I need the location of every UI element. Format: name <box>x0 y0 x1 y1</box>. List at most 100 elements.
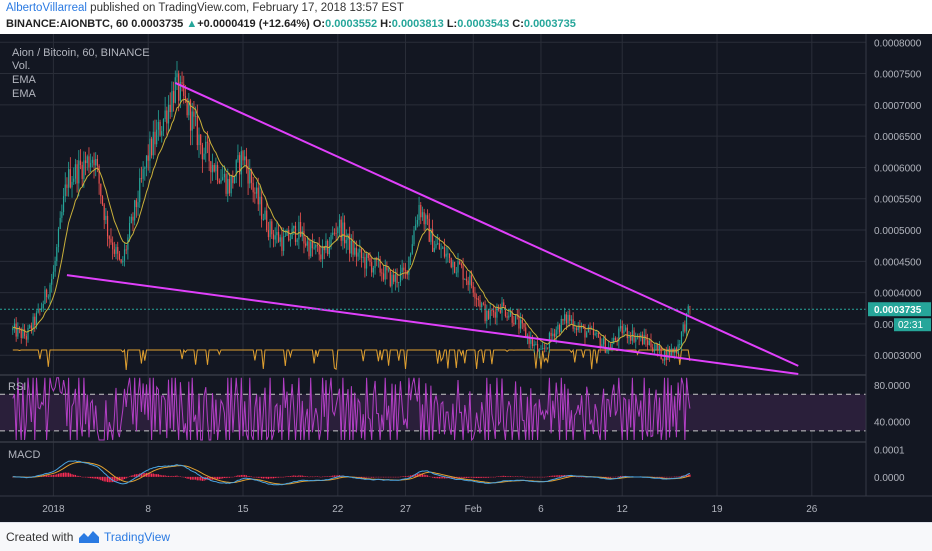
candle-body <box>460 264 462 266</box>
macd-histogram-bar <box>689 474 691 477</box>
tradingview-link[interactable]: TradingView <box>104 530 171 544</box>
macd-histogram-bar <box>171 475 173 477</box>
candle-body <box>603 338 605 345</box>
candle-body <box>305 243 307 246</box>
candle-body <box>267 230 269 238</box>
macd-histogram-bar <box>266 476 268 479</box>
macd-histogram-bar <box>430 476 432 478</box>
candle-body <box>413 230 415 245</box>
candle-body <box>580 325 583 329</box>
macd-histogram-bar <box>195 476 197 480</box>
macd-histogram-bar <box>367 476 369 478</box>
macd-histogram-bar <box>538 476 540 478</box>
candle-body <box>443 247 446 257</box>
macd-histogram-bar <box>115 476 117 482</box>
wedge-trendlines[interactable] <box>66 82 799 375</box>
macd-histogram-bar <box>558 475 561 477</box>
macd-histogram-bar <box>100 476 102 481</box>
candle-body <box>71 181 73 188</box>
macd-histogram-bar <box>680 475 683 477</box>
macd-histogram-bar <box>98 476 100 480</box>
candle-body <box>657 344 659 351</box>
low-label: L: <box>446 18 458 30</box>
macd-histogram-bar <box>220 476 222 479</box>
macd-histogram-bar <box>486 476 488 478</box>
candle-body <box>137 202 139 208</box>
rsi-pane[interactable]: RSI <box>0 377 866 442</box>
candle-body <box>24 329 26 337</box>
candle-body <box>147 155 149 161</box>
author-link[interactable]: AlbertoVillarreal <box>6 2 87 14</box>
candle-body <box>162 119 165 132</box>
tradingview-logo-icon[interactable] <box>78 528 100 544</box>
macd-histogram-bar <box>208 476 210 480</box>
candle-body <box>481 303 483 307</box>
macd-histogram-bar <box>213 476 215 480</box>
macd-histogram-bar <box>438 476 440 479</box>
countdown-tag <box>894 318 931 332</box>
candle-body <box>110 238 112 243</box>
chart-area[interactable]: RSI MACD 0.00080000.00075000.00070000.00… <box>0 34 932 522</box>
macd-histogram-bar <box>437 476 439 479</box>
price-tick-label: 0.0006500 <box>874 132 922 143</box>
candle-body <box>680 331 683 345</box>
legend-ema-2: EMA <box>12 88 37 100</box>
macd-histogram-bar <box>101 476 104 481</box>
macd-histogram-bar <box>189 476 192 480</box>
candle-body <box>557 325 559 330</box>
candle-body <box>597 332 600 338</box>
candle-body <box>553 333 556 337</box>
time-tick-label: 6 <box>538 504 544 515</box>
candle-body <box>17 327 19 337</box>
macd-histogram-bar <box>530 476 532 478</box>
candle-body <box>520 319 522 329</box>
macd-histogram-bar <box>675 476 677 478</box>
candle-body <box>570 319 573 321</box>
candle-body <box>193 111 195 117</box>
candle-body <box>54 261 56 272</box>
macd-histogram-bar <box>112 476 114 483</box>
candle-body <box>330 235 332 247</box>
macd-histogram-bar <box>440 476 442 479</box>
candle-body <box>430 228 432 242</box>
macd-histogram-bar <box>152 473 154 477</box>
macd-histogram-bar <box>660 476 662 478</box>
macd-histogram-bar <box>127 476 129 478</box>
candle-body <box>584 326 586 338</box>
candle-body <box>123 249 126 261</box>
candle-body <box>555 329 557 337</box>
macd-pane[interactable]: MACD <box>8 449 691 486</box>
published-text: published on TradingView.com, February 1… <box>90 2 404 14</box>
macd-histogram-bar <box>188 476 190 479</box>
candle-body <box>25 336 27 340</box>
macd-histogram-bar <box>52 474 55 477</box>
candle-body <box>100 183 102 197</box>
candle-body <box>298 222 300 240</box>
price-tick-label: 0.0004500 <box>874 257 922 268</box>
candle-body <box>103 204 105 221</box>
candle-body <box>106 215 109 237</box>
macd-histogram-bar <box>125 476 127 479</box>
last-price-tag-label: 0.0003735 <box>874 305 922 316</box>
macd-histogram-bar <box>577 476 579 478</box>
candle-body <box>445 253 447 257</box>
candle-body <box>259 196 261 205</box>
macd-histogram-bar <box>95 476 97 479</box>
macd-histogram-bar <box>167 475 170 477</box>
macd-histogram-bar <box>257 476 259 478</box>
candle-body <box>289 239 292 241</box>
macd-histogram-bar <box>150 473 153 477</box>
macd-histogram-bar <box>162 475 165 477</box>
candle-body <box>30 325 32 330</box>
macd-histogram-bar <box>423 474 425 477</box>
rsi-tick-label: 40.0000 <box>874 418 911 429</box>
macd-histogram-bar <box>261 476 263 479</box>
macd-histogram-bar <box>504 476 507 477</box>
candle-body <box>399 272 402 283</box>
candle-body <box>382 273 385 280</box>
macd-histogram-bar <box>425 474 427 477</box>
candle-body <box>623 330 625 334</box>
candle-body <box>271 221 273 235</box>
candle-body <box>84 160 87 164</box>
macd-histogram-bar <box>308 476 310 478</box>
